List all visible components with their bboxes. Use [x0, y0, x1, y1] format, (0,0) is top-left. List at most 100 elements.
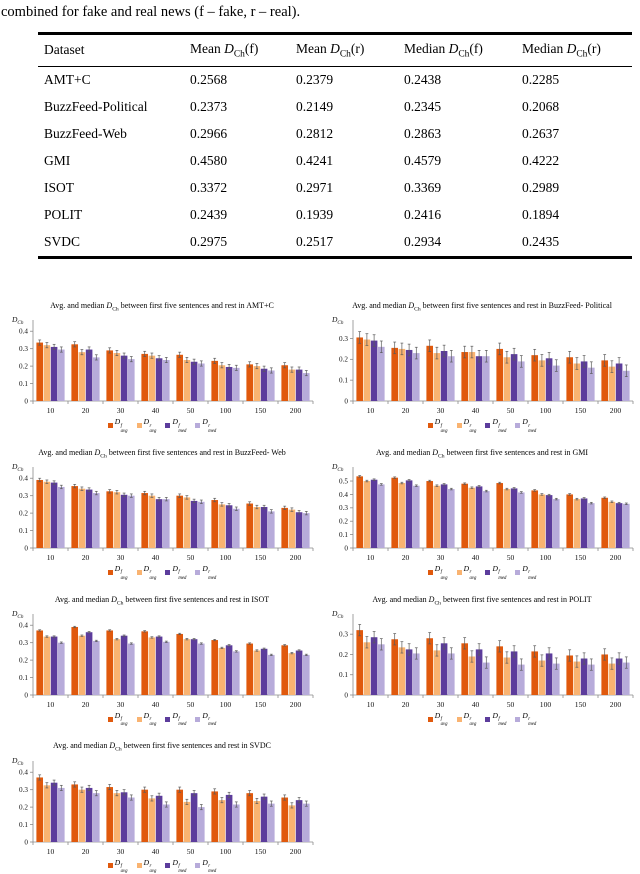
bar	[155, 795, 163, 842]
x-tick-label: 150	[575, 406, 587, 415]
bar	[608, 663, 616, 695]
x-tick-label: 200	[290, 553, 302, 562]
bar	[120, 791, 128, 842]
bar	[510, 651, 518, 695]
bar	[211, 791, 218, 842]
bar	[43, 481, 51, 548]
bar	[211, 360, 218, 402]
bar	[218, 504, 226, 548]
x-tick-label: 50	[507, 700, 515, 709]
bar	[573, 363, 581, 402]
dataset-name: AMT+C	[44, 72, 91, 88]
dataset-name: ISOT	[44, 180, 74, 196]
bar	[433, 353, 441, 402]
legend-swatch	[195, 716, 201, 722]
bar	[50, 636, 58, 695]
bar	[148, 355, 156, 402]
bar	[93, 493, 100, 548]
metric-value: 0.2966	[190, 126, 228, 142]
x-tick-label: 30	[117, 847, 125, 856]
bar	[496, 483, 503, 548]
bar	[623, 662, 630, 695]
x-tick-label: 100	[220, 406, 232, 415]
bar	[190, 361, 198, 402]
bar	[468, 487, 476, 548]
y-axis-label: DCh	[11, 462, 24, 473]
x-tick-label: 100	[540, 406, 552, 415]
bar	[475, 649, 483, 695]
dataset-name: GMI	[44, 153, 71, 169]
bar	[538, 360, 546, 402]
bar	[378, 484, 385, 548]
bar	[370, 479, 378, 548]
x-tick-label: 50	[507, 406, 515, 415]
bar	[218, 647, 226, 695]
bar	[405, 649, 413, 695]
bar	[413, 485, 420, 548]
bar	[413, 353, 420, 402]
chart-canvas: DCh 0 0.1 0.2 0.3 0.4 10 20 30 40 50 100 150 200	[11, 315, 314, 415]
bar	[155, 499, 163, 548]
bar	[113, 353, 121, 402]
bar	[85, 632, 93, 695]
x-tick-label: 20	[402, 406, 410, 415]
bar	[288, 805, 296, 842]
bar	[461, 483, 468, 548]
bar	[78, 789, 86, 842]
chart-buzzfeed-political: Avg. and median DCh between first five s…	[322, 301, 640, 434]
bar	[163, 804, 170, 842]
y-tick-label: 0.2	[339, 651, 348, 659]
bar	[281, 365, 288, 402]
x-tick-label: 40	[152, 406, 160, 415]
y-tick-label: 0.3	[339, 335, 348, 343]
bar	[260, 506, 268, 548]
legend-swatch	[515, 569, 521, 575]
legend-swatch	[485, 422, 491, 428]
x-tick-label: 20	[82, 847, 90, 856]
bar	[128, 359, 135, 402]
x-tick-label: 40	[472, 406, 480, 415]
bar	[545, 653, 553, 695]
table-row: BuzzFeed-Political 0.2373 0.2149 0.2345 0.20…	[38, 94, 632, 121]
bar	[440, 484, 448, 548]
x-tick-label: 50	[507, 553, 515, 562]
y-axis-label: DCh	[11, 315, 24, 326]
x-tick-label: 200	[610, 406, 622, 415]
bar	[580, 658, 588, 695]
legend-swatch	[195, 569, 201, 575]
bar	[370, 340, 378, 402]
bar	[78, 352, 86, 402]
bar	[71, 784, 78, 842]
bar	[531, 490, 538, 548]
metric-value: 0.1939	[296, 207, 334, 223]
bar	[106, 350, 113, 402]
bar	[58, 642, 65, 695]
bar	[538, 660, 546, 695]
bar	[303, 373, 310, 402]
metric-value: 0.2439	[190, 207, 228, 223]
bar	[190, 639, 198, 695]
x-tick-label: 150	[575, 700, 587, 709]
bar	[391, 347, 398, 402]
legend-swatch	[427, 569, 433, 575]
x-tick-label: 100	[220, 847, 232, 856]
bar	[608, 501, 616, 548]
bar	[405, 350, 413, 402]
bar	[198, 643, 205, 695]
paper-page: combined for fake and real news (f – fak…	[0, 3, 640, 874]
bar	[573, 499, 581, 548]
